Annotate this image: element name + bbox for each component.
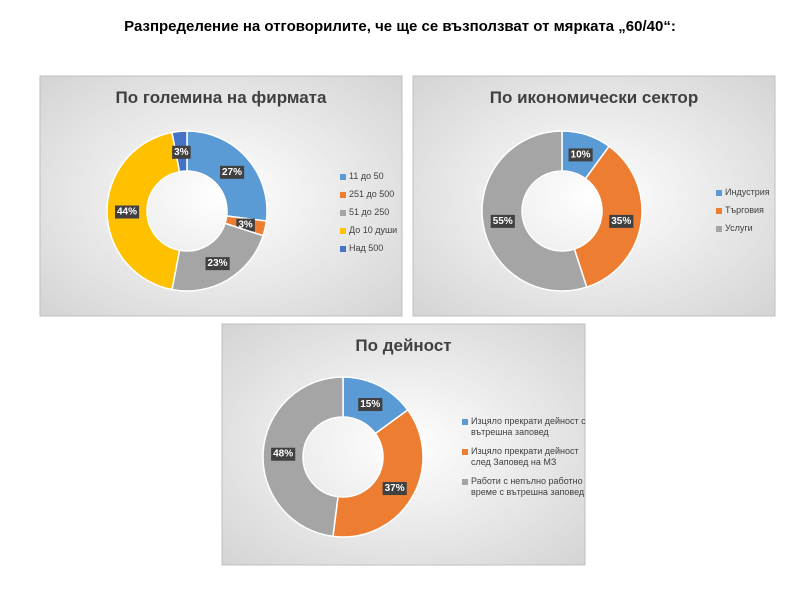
chart-title: По дейност	[355, 336, 451, 355]
legend-swatch	[462, 419, 468, 425]
data-label: 10%	[571, 149, 591, 160]
chart-title: По икономически сектор	[490, 88, 698, 107]
data-label-box	[219, 165, 245, 179]
data-label: 37%	[385, 483, 405, 494]
data-label: 3%	[174, 147, 189, 158]
legend-swatch	[716, 208, 722, 214]
data-label: 35%	[611, 216, 631, 227]
legend-item: 251 до 500	[349, 189, 395, 199]
legend-label: 251 до 500	[349, 189, 395, 199]
legend-label: Над 500	[349, 243, 384, 253]
chart-title: По големина на фирмата	[116, 88, 327, 107]
legend-swatch	[340, 210, 346, 216]
legend-item: Изцяло прекрати дейност с вътрешна запов…	[471, 416, 586, 437]
data-label-box	[114, 205, 140, 219]
legend-label: Работи с непълно работно време с вътрешн…	[471, 476, 585, 497]
legend-swatch	[716, 226, 722, 232]
data-label: 3%	[238, 220, 253, 231]
legend-item: Изцяло прекрати дейност след Заповед на …	[471, 446, 579, 467]
data-label-box	[490, 214, 515, 228]
donut-segment	[332, 408, 424, 538]
legend-item: Услуги	[725, 223, 753, 233]
legend-swatch	[716, 190, 722, 196]
legend-swatch	[340, 246, 346, 252]
legend-swatch	[340, 228, 346, 234]
donut-segment	[106, 131, 181, 291]
legend-item: Над 500	[349, 243, 384, 253]
page-title: Разпределение на отговорилите, че ще се …	[124, 18, 676, 35]
legend-swatch	[340, 174, 346, 180]
legend-item: До 10 души	[349, 225, 398, 235]
legend-label: 11 до 50	[349, 171, 384, 181]
legend-label: Индустрия	[725, 187, 770, 197]
data-label-box	[609, 214, 634, 228]
legend-label: Услуги	[725, 223, 753, 233]
legend-swatch	[462, 449, 468, 455]
data-label: 15%	[360, 399, 380, 410]
data-label: 44%	[117, 207, 137, 218]
data-label-box	[172, 145, 191, 159]
legend-swatch	[340, 192, 346, 198]
data-label-box	[568, 148, 593, 162]
data-label-box	[382, 482, 407, 496]
legend-item: 51 до 250	[349, 207, 390, 217]
data-label: 48%	[273, 449, 293, 460]
data-label-box	[358, 398, 383, 412]
legend-label: 51 до 250	[349, 207, 390, 217]
data-label-box	[271, 447, 296, 461]
legend-item: Индустрия	[725, 187, 770, 197]
data-label-box	[205, 257, 230, 271]
donut-segment	[481, 130, 588, 292]
donut-segment	[262, 376, 344, 538]
legend-label: Изцяло прекрати дейност с вътрешна запов…	[471, 416, 586, 437]
data-label: 27%	[222, 167, 242, 178]
data-label: 55%	[493, 216, 513, 227]
legend-item: Търговия	[725, 205, 764, 215]
donut-segment	[573, 145, 643, 289]
legend-label: До 10 души	[349, 225, 398, 235]
legend-label: Изцяло прекрати дейност след Заповед на …	[471, 446, 579, 467]
legend-swatch	[462, 479, 468, 485]
legend-item: 11 до 50	[349, 171, 384, 181]
data-label: 23%	[208, 258, 228, 269]
legend-item: Работи с непълно работно време с вътрешн…	[471, 476, 585, 497]
legend-label: Търговия	[725, 205, 764, 215]
